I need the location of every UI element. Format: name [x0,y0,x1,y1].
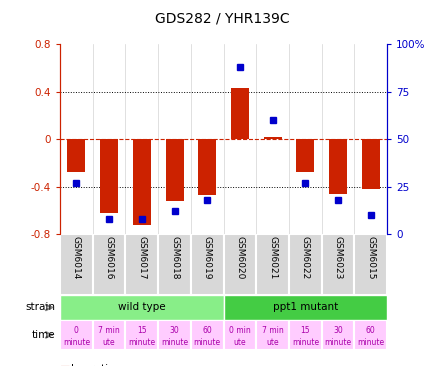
Text: 30: 30 [170,326,179,335]
Text: 60: 60 [366,326,376,335]
Text: 7 min: 7 min [262,326,283,335]
Text: minute: minute [292,338,319,347]
Text: strain: strain [26,302,56,313]
Bar [355,234,387,295]
Text: ute: ute [103,338,115,347]
Bar [355,320,387,350]
Bar [264,137,282,139]
Bar [224,295,387,320]
Bar [289,320,322,350]
Bar [256,320,289,350]
Bar [191,234,224,295]
Text: ppt1 mutant: ppt1 mutant [273,302,338,313]
Text: 0 min: 0 min [229,326,251,335]
Text: GSM6017: GSM6017 [138,236,146,280]
Bar [329,139,347,194]
Bar [100,139,118,213]
Bar [133,139,151,225]
Bar [191,320,224,350]
Text: GSM6021: GSM6021 [268,236,277,279]
Text: GSM6016: GSM6016 [105,236,113,280]
Bar [224,234,256,295]
Text: 7 min: 7 min [98,326,120,335]
Bar [125,234,158,295]
Text: ute: ute [234,338,246,347]
Text: 30: 30 [333,326,343,335]
Text: 15: 15 [137,326,147,335]
Bar [296,139,314,172]
Bar [362,139,380,189]
Bar [125,320,158,350]
Bar [224,320,256,350]
Text: wild type: wild type [118,302,166,313]
Text: minute: minute [357,338,384,347]
Text: GSM6018: GSM6018 [170,236,179,280]
Text: minute: minute [194,338,221,347]
Bar [166,139,183,201]
Bar [322,234,355,295]
Bar [256,234,289,295]
Text: minute: minute [324,338,352,347]
Bar [231,88,249,139]
Text: GSM6015: GSM6015 [366,236,375,280]
Text: GSM6022: GSM6022 [301,236,310,279]
Text: GDS282 / YHR139C: GDS282 / YHR139C [155,12,290,26]
Bar [198,139,216,195]
Bar [158,320,191,350]
Text: 60: 60 [202,326,212,335]
Bar [68,139,85,172]
Text: minute: minute [128,338,155,347]
Bar [289,234,322,295]
Bar [93,234,125,295]
Text: GSM6019: GSM6019 [203,236,212,280]
Text: ■: ■ [60,364,71,366]
Text: time: time [32,330,56,340]
Text: GSM6014: GSM6014 [72,236,81,279]
Text: 15: 15 [300,326,310,335]
Bar [60,295,224,320]
Bar [60,320,93,350]
Text: log ratio: log ratio [71,364,115,366]
Text: minute: minute [161,338,188,347]
Text: GSM6023: GSM6023 [334,236,343,279]
Bar [158,234,191,295]
Bar [322,320,355,350]
Text: ute: ute [267,338,279,347]
Text: 0: 0 [74,326,79,335]
Text: minute: minute [63,338,90,347]
Bar [93,320,125,350]
Bar [60,234,93,295]
Text: GSM6020: GSM6020 [235,236,244,279]
